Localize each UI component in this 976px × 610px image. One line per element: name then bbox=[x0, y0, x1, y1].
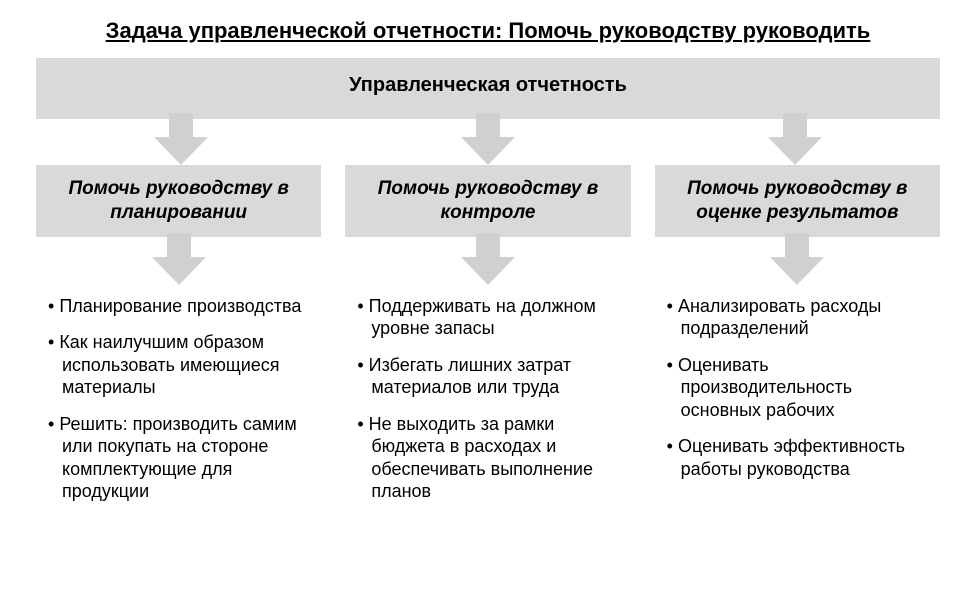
down-arrow-icon bbox=[146, 113, 216, 165]
bullet-list: Планирование производства Как наилучшим … bbox=[36, 295, 321, 517]
list-item: Оценивать эффективность работы руководст… bbox=[667, 435, 934, 480]
bullet-list: Анализировать расходы подразделений Оцен… bbox=[655, 295, 940, 495]
column-control: Помочь руководству в контроле Поддержива… bbox=[345, 165, 630, 517]
columns-container: Помочь руководству в планировании Планир… bbox=[36, 165, 940, 517]
arrow-wrapper bbox=[345, 233, 630, 285]
list-item: Как наилучшим образом использовать имеющ… bbox=[48, 331, 315, 399]
list-item: Избегать лишних затрат материалов или тр… bbox=[357, 354, 624, 399]
down-arrow-icon bbox=[760, 113, 830, 165]
list-item: Планирование производства bbox=[48, 295, 315, 318]
list-item: Оценивать производительность основных ра… bbox=[667, 354, 934, 422]
list-item: Анализировать расходы подразделений bbox=[667, 295, 934, 340]
down-arrow-icon bbox=[453, 233, 523, 285]
bullet-list: Поддерживать на должном уровне запасы Из… bbox=[345, 295, 630, 517]
top-box: Управленческая отчетность bbox=[36, 58, 940, 119]
column-header: Помочь руководству в контроле bbox=[345, 165, 630, 237]
down-arrow-icon bbox=[453, 113, 523, 165]
arrow-wrapper bbox=[655, 233, 940, 285]
arrow-row-top bbox=[28, 113, 948, 165]
arrow-wrapper bbox=[36, 233, 321, 285]
column-header: Помочь руководству в оценке результатов bbox=[655, 165, 940, 237]
column-planning: Помочь руководству в планировании Планир… bbox=[36, 165, 321, 517]
down-arrow-icon bbox=[144, 233, 214, 285]
column-evaluation: Помочь руководству в оценке результатов … bbox=[655, 165, 940, 517]
page-title: Задача управленческой отчетности: Помочь… bbox=[28, 18, 948, 44]
list-item: Поддерживать на должном уровне запасы bbox=[357, 295, 624, 340]
list-item: Не выходить за рамки бюджета в расходах … bbox=[357, 413, 624, 503]
column-header: Помочь руководству в планировании bbox=[36, 165, 321, 237]
down-arrow-icon bbox=[762, 233, 832, 285]
list-item: Решить: производить самим или покупать н… bbox=[48, 413, 315, 503]
